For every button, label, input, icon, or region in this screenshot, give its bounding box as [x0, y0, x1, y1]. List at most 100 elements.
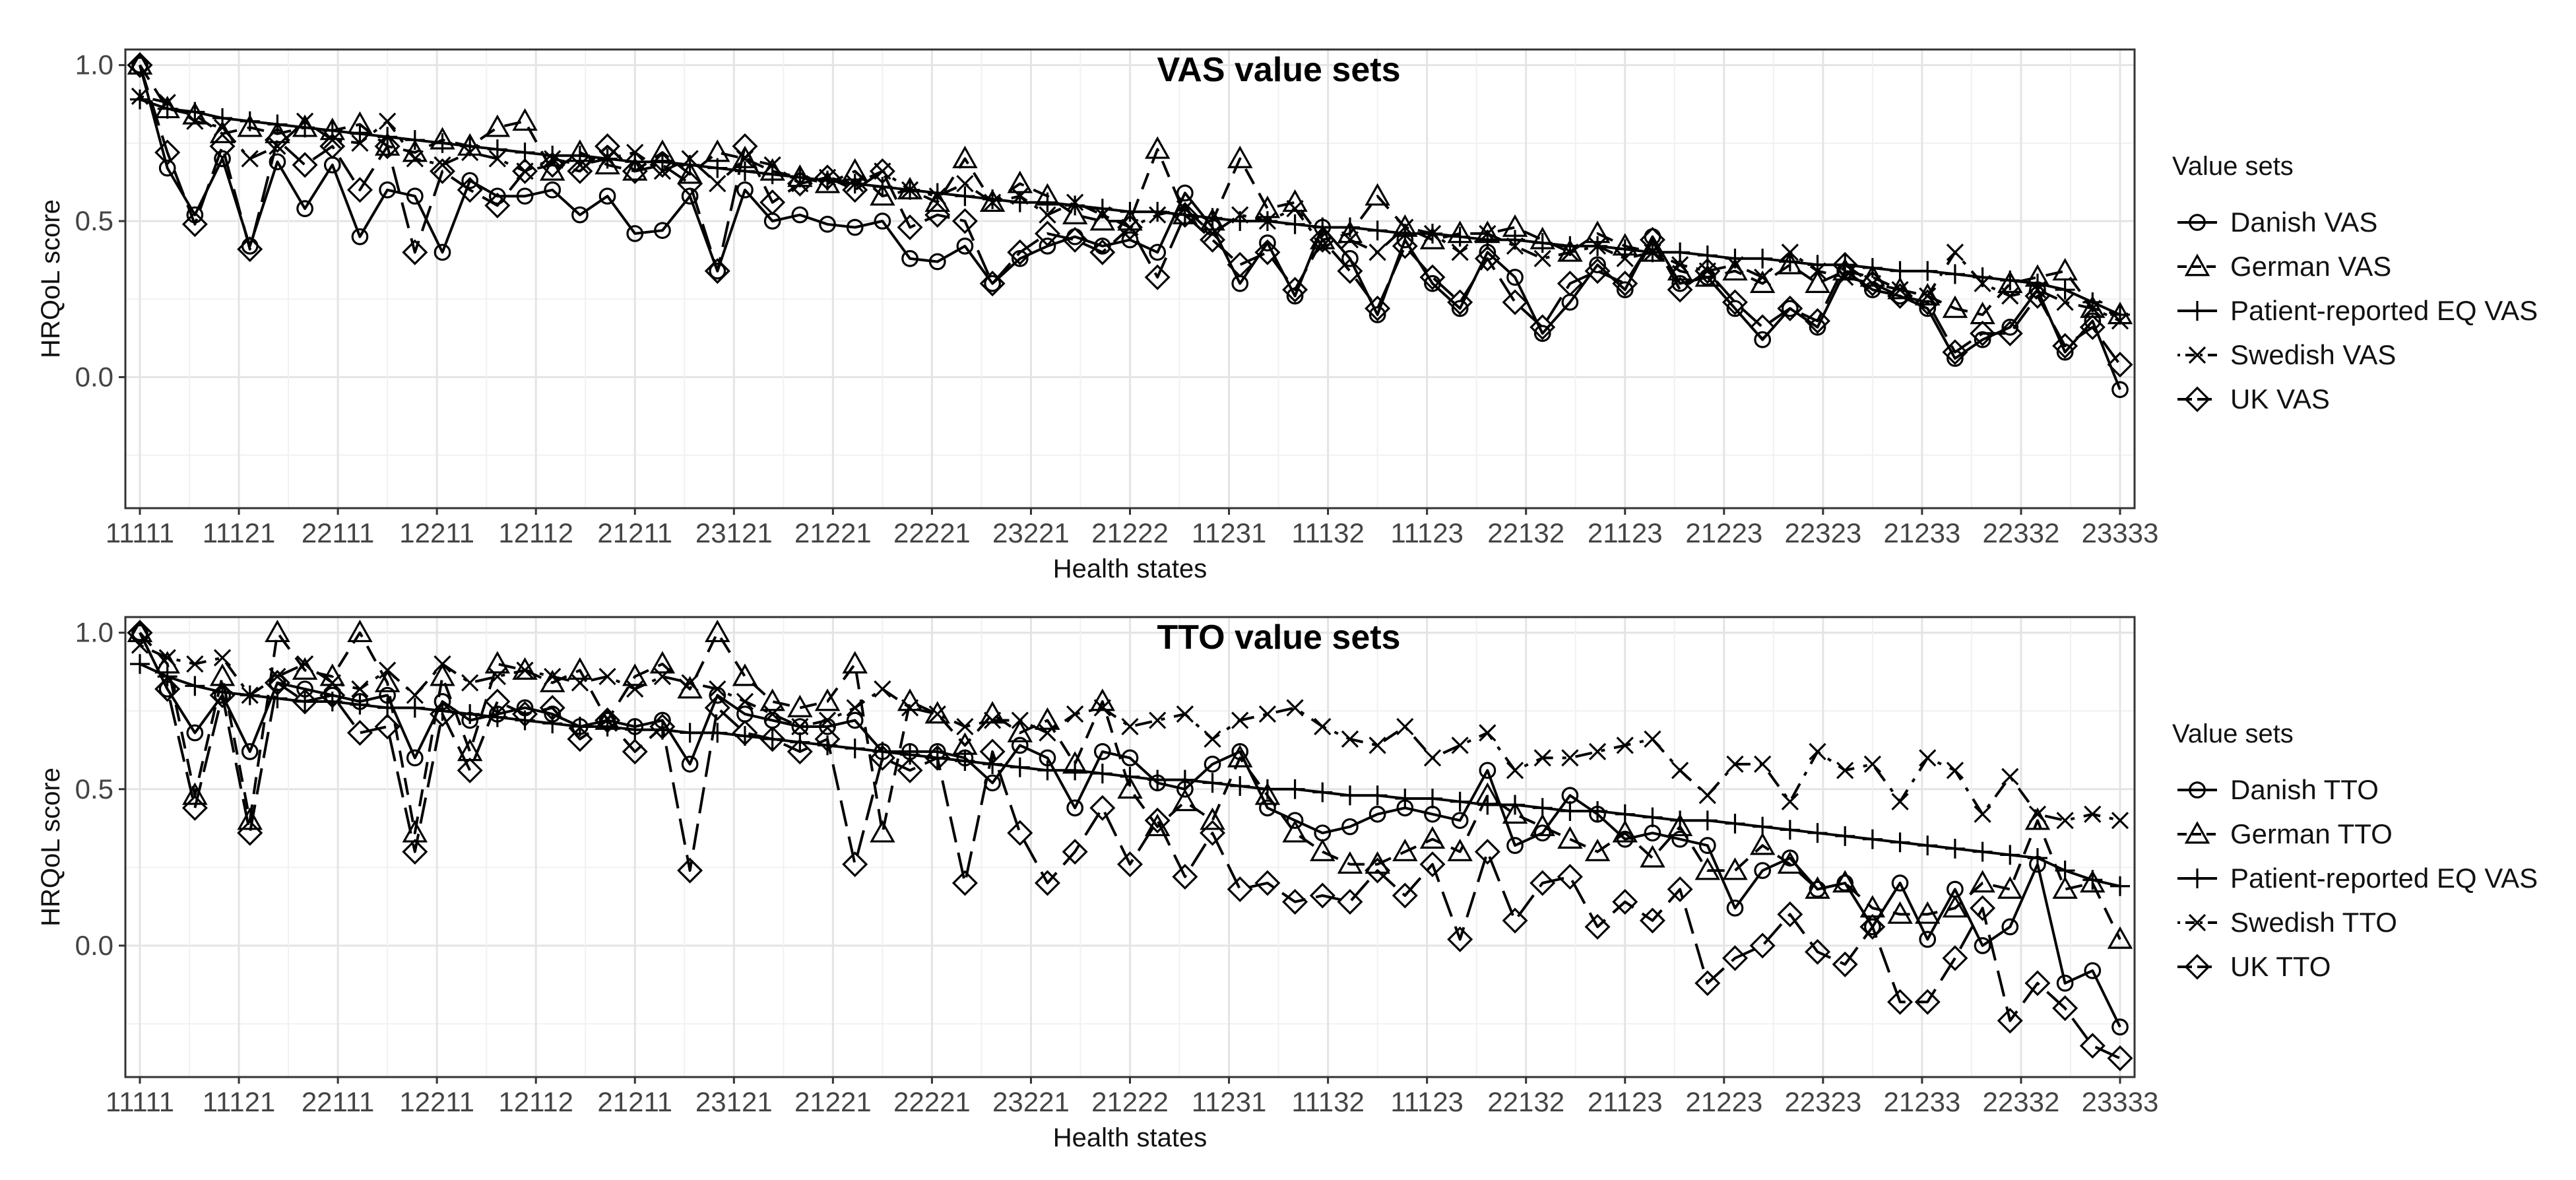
data-point [704, 694, 730, 721]
data-point [265, 619, 290, 643]
data-point [542, 713, 563, 734]
data-point [1671, 256, 1689, 274]
data-point [1588, 801, 1608, 821]
data-point [759, 189, 786, 216]
data-point [1506, 237, 1524, 255]
data-point [2055, 280, 2075, 300]
data-point [1365, 295, 1391, 321]
legend: Value sets Danish VAS German VAS Patient-re… [2172, 152, 2538, 414]
data-point [461, 172, 479, 189]
data-point [1697, 810, 1718, 831]
data-point [979, 738, 1006, 765]
data-point [1670, 242, 1690, 263]
data-point [213, 649, 232, 667]
data-point [814, 164, 841, 191]
data-point [1667, 813, 1693, 837]
x-tick-label: 22221 [893, 517, 971, 548]
data-point [1367, 785, 1388, 806]
data-point [296, 112, 314, 130]
data-point [457, 757, 483, 783]
legend-entry: Danish VAS [2177, 207, 2377, 238]
data-point [2056, 293, 2074, 311]
data-point [709, 262, 726, 280]
data-point [544, 150, 562, 168]
data-point [622, 738, 648, 765]
data-point [2079, 314, 2106, 341]
data-point [787, 694, 813, 717]
data-point [1147, 770, 1168, 790]
data-point [544, 181, 562, 199]
data-point [1970, 320, 1996, 346]
data-point [212, 108, 233, 129]
data-point [567, 158, 593, 184]
data-point [1121, 231, 1139, 249]
data-point [1451, 300, 1469, 317]
data-point [322, 120, 342, 141]
data-point [1200, 807, 1225, 830]
data-point [130, 89, 150, 110]
data-point [1942, 895, 1968, 918]
data-point [241, 686, 259, 704]
data-point [763, 156, 781, 174]
data-point [732, 133, 758, 160]
data-point [1832, 870, 1858, 893]
data-point [900, 744, 920, 765]
x-tick-label: 22332 [1983, 517, 2060, 548]
x-tick-label: 23333 [2082, 1086, 2159, 1117]
data-point [1314, 717, 1332, 736]
data-point [1805, 938, 1831, 965]
x-tick-label: 11121 [203, 1086, 276, 1117]
data-point [213, 119, 232, 137]
data-point [1039, 724, 1056, 742]
data-point [819, 215, 836, 233]
x-tick-label: 23221 [992, 517, 1070, 548]
data-point [181, 795, 208, 821]
data-point [351, 228, 369, 246]
data-point [429, 701, 455, 727]
data-point [1258, 705, 1277, 723]
panel-vas: 0.0 0.5 1.0 11111 11121 22111 12211 12112 21211 2… [36, 48, 2538, 583]
data-point [1530, 314, 1556, 341]
legend-label: Swedish TTO [2230, 907, 2397, 938]
data-point [928, 705, 946, 723]
data-point [1450, 791, 1470, 812]
y-axis-title: HRQoL score [36, 768, 65, 927]
data-point [1202, 773, 1223, 793]
data-point [1859, 264, 1886, 287]
data-point [1227, 744, 1253, 768]
data-point [1149, 206, 1167, 224]
data-point [1584, 838, 1611, 861]
data-point [791, 206, 809, 224]
data-point [1286, 812, 1304, 830]
data-point [1749, 933, 1776, 959]
data-point [1204, 224, 1221, 243]
data-point [488, 150, 506, 168]
data-point [1502, 907, 1528, 934]
data-point [1891, 874, 1909, 892]
legend-label: German VAS [2230, 251, 2391, 282]
data-point [952, 145, 978, 168]
data-point [1337, 851, 1363, 874]
data-point [430, 663, 455, 686]
data-point [484, 688, 511, 715]
data-point [1286, 699, 1304, 717]
data-point [1037, 760, 1058, 781]
data-point [1392, 882, 1418, 909]
data-point [1200, 820, 1226, 846]
data-point [267, 114, 288, 135]
data-point [897, 688, 923, 711]
data-point [1777, 295, 1803, 321]
data-point [237, 820, 263, 846]
data-point [1176, 199, 1194, 218]
data-point [2110, 876, 2130, 896]
data-point [759, 688, 785, 711]
data-point [759, 726, 786, 752]
legend-entry: UK TTO [2177, 951, 2331, 982]
data-point [2079, 1033, 2106, 1059]
data-point [567, 726, 593, 752]
data-point [2084, 805, 2102, 823]
data-point [2001, 918, 2019, 936]
data-point [402, 239, 428, 265]
data-point [1011, 737, 1029, 754]
legend-entry: Swedish VAS [2177, 339, 2396, 370]
